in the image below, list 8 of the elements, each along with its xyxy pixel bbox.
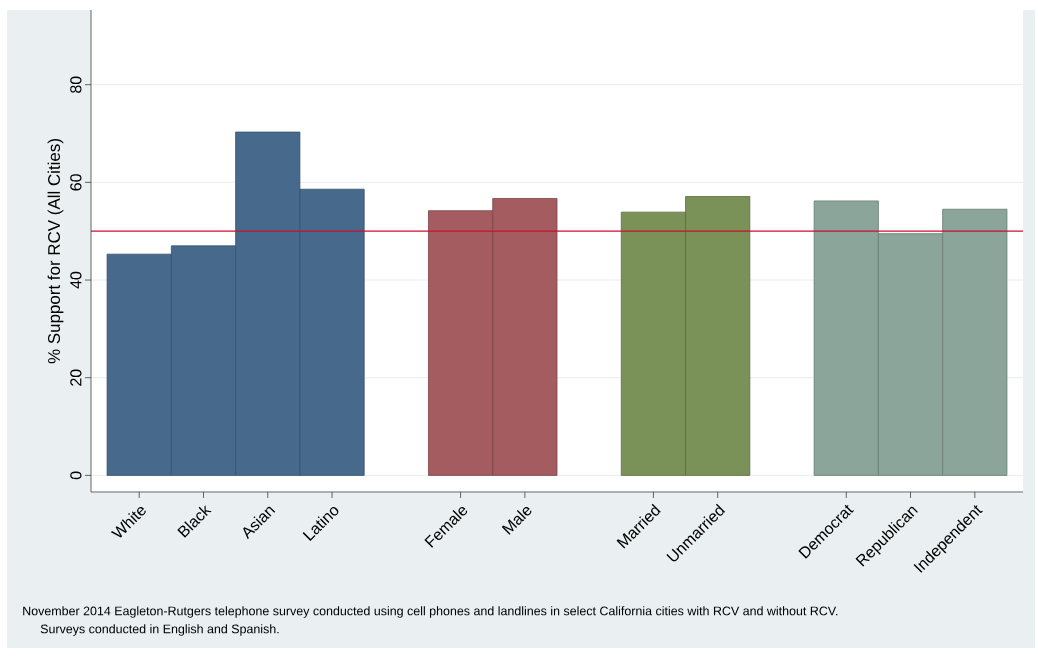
y-tick-label: 40 bbox=[70, 271, 82, 289]
y-tick-label: 60 bbox=[70, 174, 82, 191]
text: November 2014 Eagleton-Rutgers telephone survey conducted using cell phones and landlines in select California cities with RCV and without RCV. bbox=[23, 606, 838, 618]
y-tick-label: 80 bbox=[70, 76, 82, 93]
y-axis-title: % Support for RCV (All Cities) bbox=[47, 139, 64, 364]
y-tick-label: 0 bbox=[70, 471, 82, 480]
text: Surveys conducted in English and Spanish. bbox=[40, 624, 279, 636]
y-tick-label: 20 bbox=[70, 369, 82, 386]
